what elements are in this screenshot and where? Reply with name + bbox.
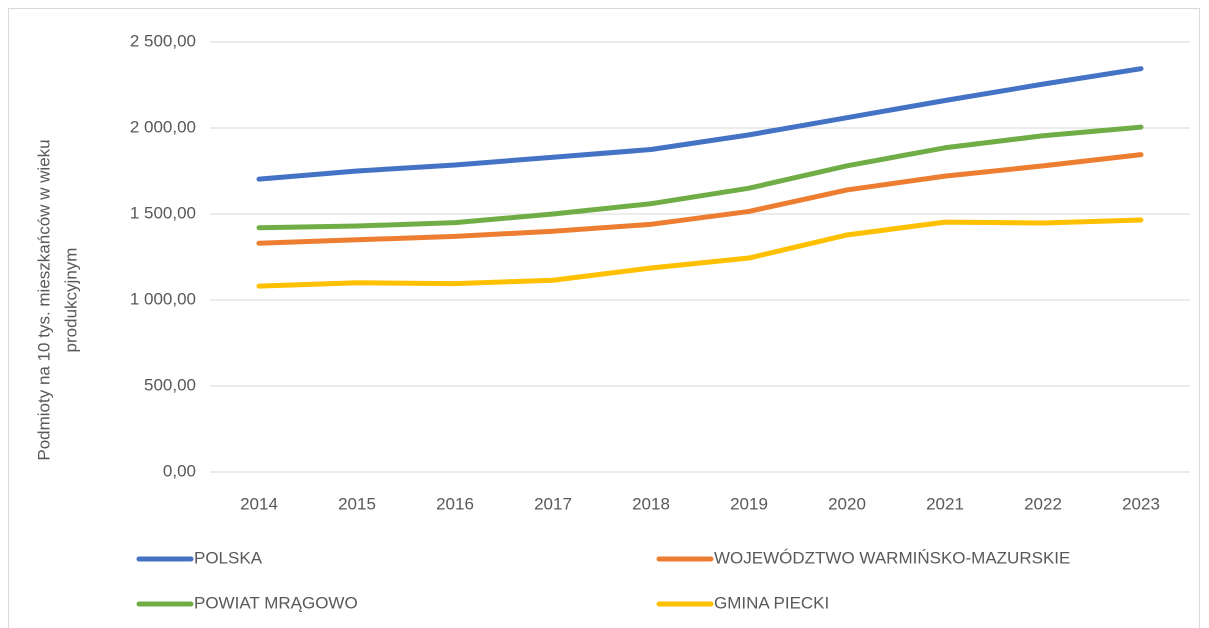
legend-label: POLSKA — [194, 548, 263, 567]
x-tick-label: 2023 — [1122, 494, 1160, 513]
x-tick-label: 2017 — [534, 494, 572, 513]
legend-label: POWIAT MRĄGOWO — [194, 593, 358, 612]
x-tick-label: 2020 — [828, 494, 866, 513]
y-axis-title-line: produkcyjnym — [61, 248, 80, 353]
x-tick-label: 2015 — [338, 494, 376, 513]
y-tick-label: 1 500,00 — [130, 203, 196, 222]
x-tick-label: 2018 — [632, 494, 670, 513]
series-line — [256, 66, 1144, 182]
y-axis-title-line: Podmioty na 10 tys. mieszkańców w wieku — [34, 139, 53, 460]
x-tick-label: 2021 — [926, 494, 964, 513]
x-tick-label: 2014 — [240, 494, 278, 513]
y-tick-label: 2 500,00 — [130, 31, 196, 50]
legend-label: WOJEWÓDZTWO WARMIŃSKO-MAZURSKIE — [714, 548, 1070, 567]
x-tick-label: 2022 — [1024, 494, 1062, 513]
y-tick-label: 0,00 — [163, 461, 196, 480]
y-tick-label: 1 000,00 — [130, 289, 196, 308]
x-tick-label: 2019 — [730, 494, 768, 513]
series-line — [256, 152, 1144, 246]
legend-label: GMINA PIECKI — [714, 593, 829, 612]
y-tick-label: 500,00 — [144, 375, 196, 394]
y-axis-title: Podmioty na 10 tys. mieszkańców w wieku … — [34, 139, 80, 460]
y-tick-label: 2 000,00 — [130, 117, 196, 136]
chart-frame — [8, 8, 1200, 628]
x-tick-label: 2016 — [436, 494, 474, 513]
series-line — [256, 217, 1144, 289]
series-line — [256, 124, 1144, 231]
